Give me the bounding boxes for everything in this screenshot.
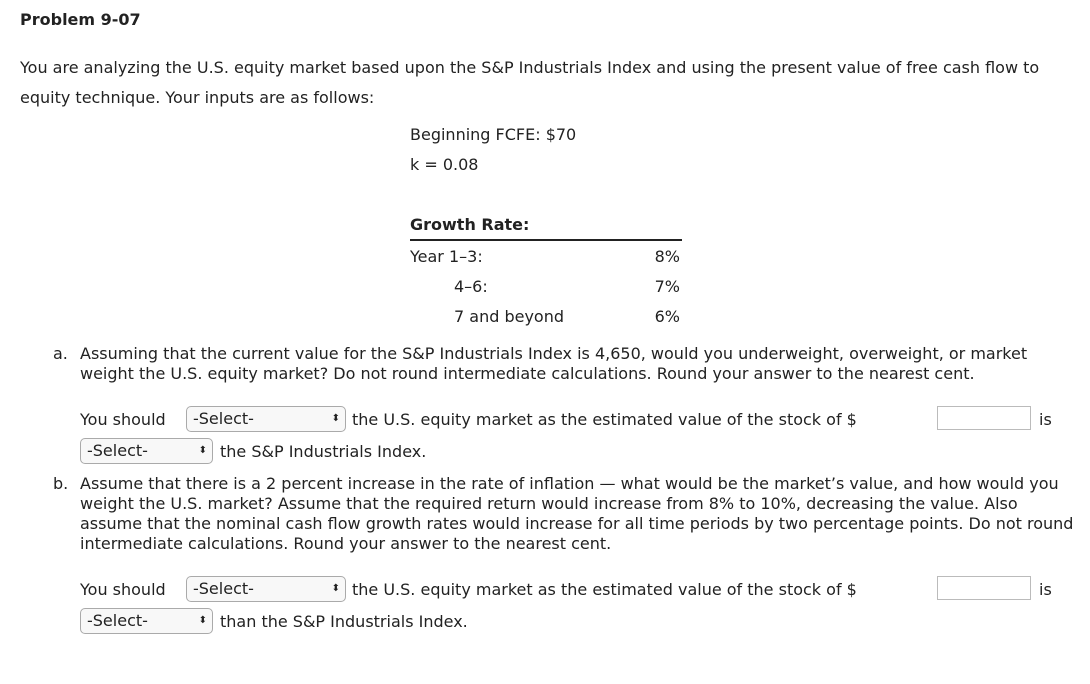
answer-a-comparison-select[interactable]: -Select- ⬍ <box>80 438 213 464</box>
answer-b-prefix: You should <box>80 580 166 599</box>
select-arrows-icon: ⬍ <box>331 583 340 594</box>
answer-a-value-input[interactable] <box>937 406 1031 430</box>
select-value: -Select- <box>193 579 254 598</box>
select-value: -Select- <box>87 441 148 460</box>
select-value: -Select- <box>193 409 254 428</box>
required-return: k = 0.08 <box>410 155 479 174</box>
growth-rate-divider <box>410 239 682 241</box>
answer-b-is: is <box>1039 580 1052 599</box>
answer-b-comparison-select[interactable]: -Select- ⬍ <box>80 608 213 634</box>
answer-b-weight-select[interactable]: -Select- ⬍ <box>186 576 346 602</box>
growth-value-1: 8% <box>654 247 680 266</box>
growth-label-3: 7 and beyond <box>454 307 565 326</box>
answer-b-middle: the U.S. equity market as the estimated … <box>352 580 857 599</box>
intro-text: You are analyzing the U.S. equity market… <box>20 58 1040 107</box>
beginning-fcfe: Beginning FCFE: $70 <box>410 125 577 144</box>
growth-value-3: 6% <box>654 307 680 326</box>
answer-b-value-input[interactable] <box>937 576 1031 600</box>
growth-label-2: 4–6: <box>454 277 488 296</box>
select-arrows-icon: ⬍ <box>331 413 340 424</box>
question-b-text: Assume that there is a 2 percent increas… <box>80 474 1074 553</box>
answer-a-weight-select[interactable]: -Select- ⬍ <box>186 406 346 432</box>
question-a: a. Assuming that the current value for t… <box>53 344 1075 384</box>
growth-rate-heading: Growth Rate: <box>410 215 530 234</box>
growth-value-2: 7% <box>654 277 680 296</box>
question-b: b. Assume that there is a 2 percent incr… <box>53 474 1075 554</box>
select-value: -Select- <box>87 611 148 630</box>
answer-b-end: than the S&P Industrials Index. <box>220 612 468 631</box>
answer-a-prefix: You should <box>80 410 166 429</box>
question-a-text: Assuming that the current value for the … <box>80 344 1028 383</box>
problem-title: Problem 9-07 <box>20 10 141 29</box>
answer-a-end: the S&P Industrials Index. <box>220 442 427 461</box>
select-arrows-icon: ⬍ <box>198 445 207 456</box>
question-b-label: b. <box>53 474 69 493</box>
question-a-label: a. <box>53 344 68 363</box>
select-arrows-icon: ⬍ <box>198 615 207 626</box>
growth-label-1: Year 1–3: <box>410 247 483 266</box>
answer-a-middle: the U.S. equity market as the estimated … <box>352 410 857 429</box>
answer-a-is: is <box>1039 410 1052 429</box>
